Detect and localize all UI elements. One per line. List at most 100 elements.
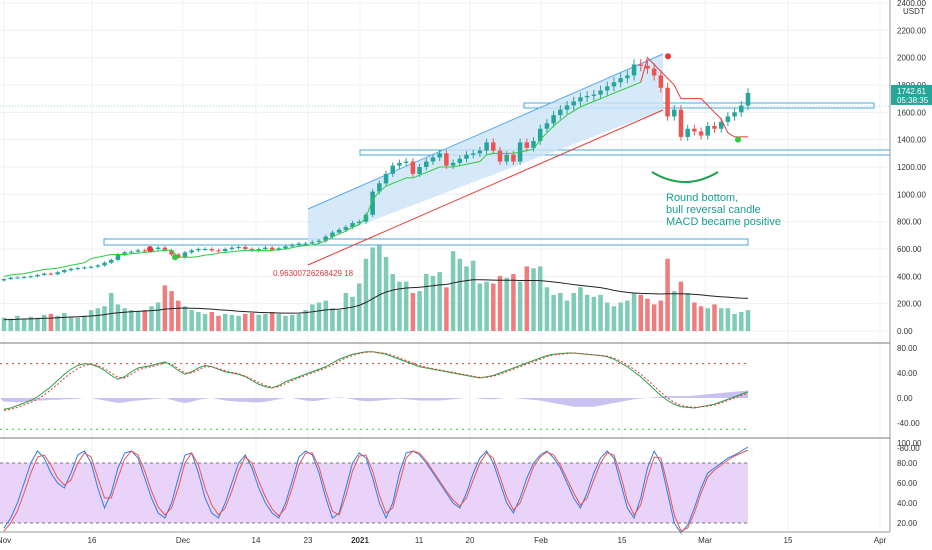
buy-signal-dot xyxy=(735,136,741,143)
stoch-tick-label: 40.00 xyxy=(897,499,918,508)
price-tick-label: 800.00 xyxy=(897,218,922,227)
time-tick-label: 2021 xyxy=(351,536,369,545)
volume-bar xyxy=(410,293,416,331)
stoch-d-line xyxy=(3,449,749,532)
macd-histogram xyxy=(0,390,748,407)
volume-bar xyxy=(350,296,355,331)
sell-signal-dot xyxy=(147,246,153,252)
candle-body xyxy=(732,112,737,117)
stochastic-pane xyxy=(0,446,749,534)
price-channel xyxy=(307,53,664,266)
volume-bar xyxy=(316,302,322,331)
candle-body xyxy=(638,64,644,66)
candle-body xyxy=(712,126,717,129)
volume-bar xyxy=(484,281,489,331)
volume-bar xyxy=(672,291,677,331)
channel-lower-line xyxy=(307,109,664,266)
volume-bar xyxy=(189,310,194,331)
volume-bar xyxy=(450,251,456,331)
stoch-tick-label: 60.00 xyxy=(897,479,918,488)
candle-body xyxy=(15,277,20,279)
volume-bar xyxy=(403,281,409,331)
volume-bar xyxy=(551,294,556,331)
candle-body xyxy=(531,141,536,148)
candle-body xyxy=(739,105,744,113)
round-bottom-arc xyxy=(651,171,719,183)
candle-body xyxy=(95,265,101,267)
volume-bar xyxy=(323,300,328,331)
volume-bar xyxy=(229,314,235,331)
time-tick-label: 11 xyxy=(415,536,424,545)
candle-body xyxy=(604,86,610,91)
volume-bar xyxy=(336,310,342,331)
candle-body xyxy=(236,246,241,248)
candle-body xyxy=(8,277,13,280)
volume-bar xyxy=(176,300,181,331)
candle-body xyxy=(377,183,382,192)
candle-body xyxy=(625,75,630,79)
volume-bar xyxy=(276,313,282,331)
candle-body xyxy=(189,250,194,253)
volume-bar xyxy=(725,308,731,331)
candle-body xyxy=(511,154,516,162)
candle-body xyxy=(330,232,335,237)
time-tick-label: 20 xyxy=(466,536,475,545)
candle-body xyxy=(464,154,469,159)
candle-body xyxy=(129,251,134,253)
candle-body xyxy=(618,78,623,83)
candle-body xyxy=(551,115,556,124)
candle-body xyxy=(102,262,107,266)
volume-bar xyxy=(310,304,315,331)
volume-bar xyxy=(196,312,201,331)
volume-bar xyxy=(75,317,80,331)
volume-bar xyxy=(457,258,463,331)
candle-body xyxy=(209,249,215,251)
volume-bar xyxy=(531,268,536,331)
candle-body xyxy=(41,273,47,275)
candle-body xyxy=(249,249,255,251)
candle-body xyxy=(417,167,422,174)
candle-body xyxy=(444,153,449,166)
candle-body xyxy=(477,150,483,154)
candle-body xyxy=(283,246,288,249)
candle-body xyxy=(289,244,295,247)
candle-body xyxy=(698,131,704,136)
volume-bar xyxy=(48,313,54,331)
annotations: 0.96300726268429 18 Round bottom, bull r… xyxy=(273,171,781,278)
candle-body xyxy=(269,247,275,250)
candle-body xyxy=(672,109,677,117)
volume-bar xyxy=(102,306,107,331)
volume-bar xyxy=(470,260,476,331)
volume-bar xyxy=(424,274,429,331)
volume-bar xyxy=(8,318,13,331)
volume-bar xyxy=(35,317,40,331)
volume-bar xyxy=(383,256,389,331)
stoch-tick-label: 100.00 xyxy=(897,439,922,448)
candle-body xyxy=(182,252,188,258)
candle-body xyxy=(370,191,375,215)
candle-body xyxy=(142,250,148,252)
candle-body xyxy=(296,243,302,245)
stoch-tick-label: 80.00 xyxy=(897,459,918,468)
volume-bar xyxy=(497,275,503,331)
volume-bar xyxy=(283,315,288,331)
volume-bar xyxy=(135,311,141,331)
candle-body xyxy=(263,247,268,249)
volume-bar xyxy=(209,312,215,331)
candle-body xyxy=(323,236,328,241)
last-price-text: 1742.61 xyxy=(897,87,926,96)
volume-bar xyxy=(269,312,275,331)
candle-body xyxy=(222,249,228,252)
volume-bar xyxy=(21,319,27,331)
candle-body xyxy=(457,158,463,163)
volume-bar xyxy=(62,312,67,331)
price-tick-label: 1600.00 xyxy=(897,108,926,117)
volume-bar xyxy=(517,281,523,331)
channel-upper-line xyxy=(307,53,664,210)
volume-bar xyxy=(82,315,87,331)
candle-body xyxy=(410,161,416,174)
candle-body xyxy=(115,254,121,260)
candle-body xyxy=(176,254,181,258)
volume-bar xyxy=(169,291,174,331)
